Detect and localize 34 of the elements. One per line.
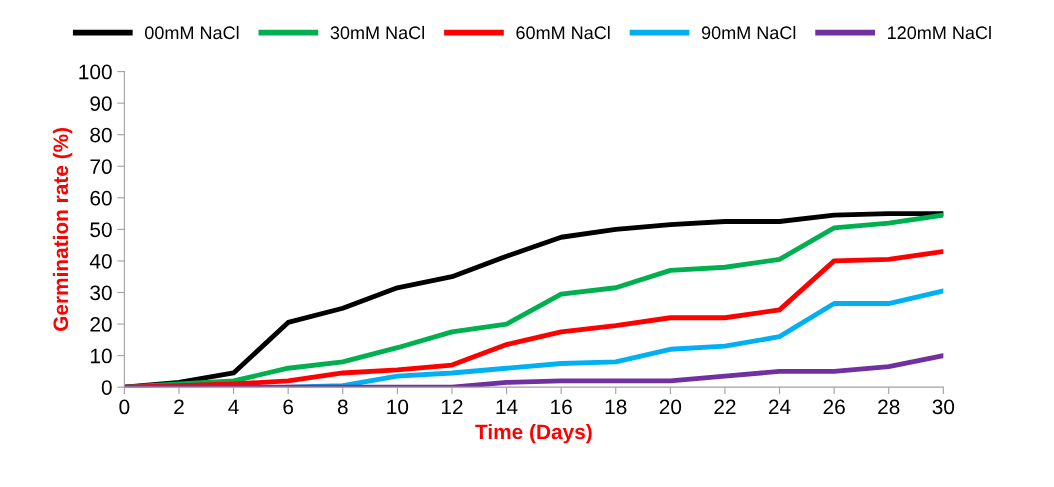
x-tick-label: 2 — [174, 399, 184, 415]
y-tick-label: 60 — [90, 190, 112, 206]
y-tick-label: 70 — [90, 159, 112, 175]
y-tick-label: 40 — [89, 253, 112, 269]
x-tick-label: 14 — [496, 399, 518, 415]
x-axis-title: Time (Days) — [475, 423, 592, 444]
y-tick-label: 30 — [90, 285, 112, 301]
legend-label: 00mM NaCl — [145, 25, 239, 40]
x-tick-label: 6 — [283, 399, 294, 415]
y-tick-label: 80 — [90, 127, 112, 143]
y-tick-label: 0 — [101, 380, 112, 395]
x-tick-label: 0 — [119, 399, 130, 415]
x-tick-label: 10 — [387, 399, 409, 415]
x-tick-label: 16 — [551, 399, 572, 415]
legend-label: 120mM NaCl — [888, 25, 991, 40]
x-tick-label: 30 — [932, 399, 955, 415]
x-tick-label: 22 — [714, 399, 736, 415]
x-tick-label: 28 — [878, 399, 900, 415]
x-tick-label: 8 — [337, 399, 348, 415]
y-tick-label: 20 — [90, 317, 112, 332]
legend-label: 30mM NaCl — [330, 25, 424, 40]
x-tick-label: 4 — [228, 399, 239, 415]
y-tick-label: 50 — [90, 222, 112, 238]
y-tick-label: 90 — [90, 96, 112, 111]
x-tick-label: 26 — [823, 399, 845, 415]
x-tick-label: 12 — [441, 399, 463, 415]
x-tick-label: 24 — [769, 399, 791, 415]
y-tick-label: 100 — [79, 64, 112, 80]
legend-label: 90mM NaCl — [701, 25, 796, 40]
x-tick-label: 20 — [659, 399, 682, 415]
y-tick-label: 10 — [90, 348, 112, 364]
legend-label: 60mM NaCl — [516, 25, 610, 40]
x-tick-label: 18 — [605, 399, 627, 415]
y-axis-title: Germination rate (%) — [52, 127, 73, 331]
